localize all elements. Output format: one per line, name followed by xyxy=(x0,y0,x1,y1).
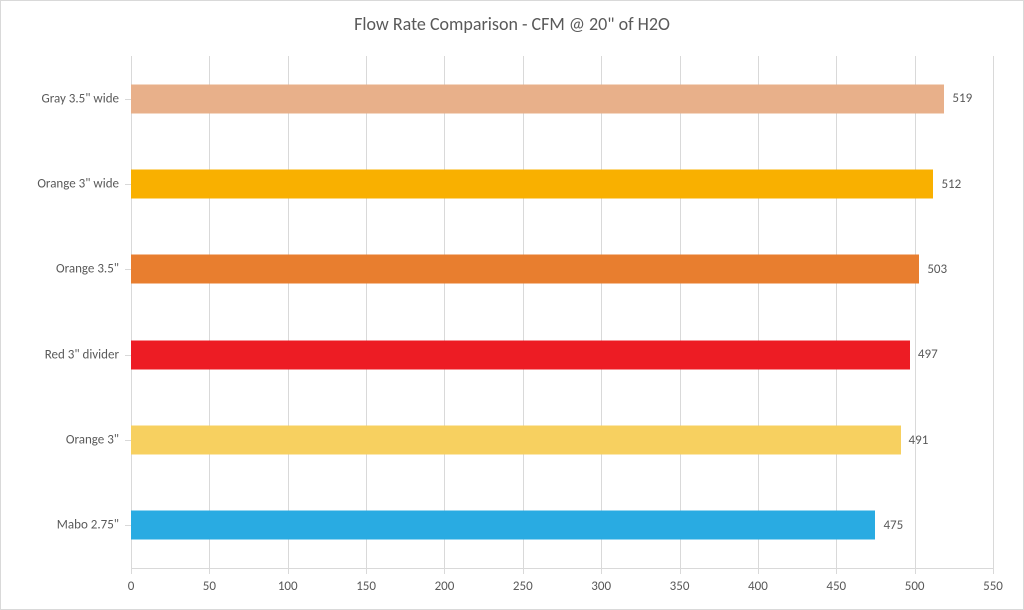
grid-line xyxy=(523,56,524,568)
grid-line xyxy=(366,56,367,568)
x-tick-label: 350 xyxy=(670,579,690,594)
x-tick-label: 150 xyxy=(356,579,376,594)
x-tick xyxy=(601,568,602,574)
x-tick xyxy=(523,568,524,574)
y-category-label: Orange 3.5" xyxy=(56,262,119,277)
bar: 491 xyxy=(131,426,901,455)
x-tick xyxy=(209,568,210,574)
y-category-label: Mabo 2.75" xyxy=(57,518,119,533)
bar: 475 xyxy=(131,511,875,540)
grid-line xyxy=(680,56,681,568)
x-tick-label: 100 xyxy=(278,579,298,594)
x-tick xyxy=(444,568,445,574)
x-tick-label: 400 xyxy=(748,579,768,594)
x-tick xyxy=(836,568,837,574)
x-tick-label: 250 xyxy=(513,579,533,594)
bar-value-label: 491 xyxy=(909,433,929,448)
x-tick-label: 550 xyxy=(983,579,1003,594)
grid-line xyxy=(601,56,602,568)
bar-value-label: 512 xyxy=(941,177,961,192)
bar: 497 xyxy=(131,340,910,369)
y-category-label: Gray 3.5" wide xyxy=(42,91,119,106)
y-category-label: Red 3" divider xyxy=(45,347,119,362)
grid-line xyxy=(131,56,132,568)
bar: 512 xyxy=(131,170,933,199)
bar-value-label: 497 xyxy=(918,347,938,362)
x-tick xyxy=(366,568,367,574)
bar-value-label: 475 xyxy=(883,518,903,533)
x-tick xyxy=(288,568,289,574)
x-tick xyxy=(758,568,759,574)
bar: 519 xyxy=(131,84,944,113)
x-tick-label: 500 xyxy=(905,579,925,594)
grid-line xyxy=(444,56,445,568)
grid-line xyxy=(993,56,994,568)
grid-line xyxy=(836,56,837,568)
x-tick-label: 0 xyxy=(128,579,135,594)
x-tick xyxy=(915,568,916,574)
x-tick xyxy=(993,568,994,574)
grid-line xyxy=(209,56,210,568)
x-tick xyxy=(680,568,681,574)
plot-area: 050100150200250300350400450500550Mabo 2.… xyxy=(131,56,993,569)
bar: 503 xyxy=(131,255,919,284)
x-tick-label: 300 xyxy=(591,579,611,594)
bar-value-label: 519 xyxy=(952,91,972,106)
y-category-label: Orange 3" wide xyxy=(37,177,119,192)
x-tick-label: 50 xyxy=(203,579,216,594)
grid-line xyxy=(915,56,916,568)
grid-line xyxy=(288,56,289,568)
chart-title: Flow Rate Comparison - CFM @ 20" of H2O xyxy=(1,1,1023,35)
x-tick xyxy=(131,568,132,574)
x-tick-label: 450 xyxy=(826,579,846,594)
y-category-label: Orange 3" xyxy=(66,433,119,448)
grid-line xyxy=(758,56,759,568)
chart-container: Flow Rate Comparison - CFM @ 20" of H2O … xyxy=(0,0,1024,610)
x-tick-label: 200 xyxy=(435,579,455,594)
bar-value-label: 503 xyxy=(927,262,947,277)
